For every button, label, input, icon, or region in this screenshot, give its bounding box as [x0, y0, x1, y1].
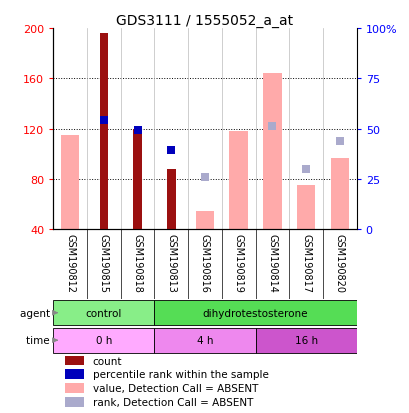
Bar [61, 135, 79, 230]
Text: count: count [92, 356, 122, 366]
Text: GSM190819: GSM190819 [233, 233, 243, 292]
Title: GDS3111 / 1555052_a_at: GDS3111 / 1555052_a_at [116, 14, 293, 28]
Text: GSM190813: GSM190813 [166, 233, 176, 292]
Bar [65, 383, 83, 393]
Bar [154, 301, 356, 325]
Bar [133, 129, 142, 230]
Bar [99, 34, 108, 230]
Bar [65, 369, 83, 379]
Text: GSM190817: GSM190817 [300, 233, 310, 292]
Bar [154, 328, 255, 353]
Text: dihydrotestosterone: dihydrotestosterone [202, 308, 308, 318]
Bar [53, 301, 154, 325]
Text: GSM190814: GSM190814 [267, 233, 277, 292]
Text: rank, Detection Call = ABSENT: rank, Detection Call = ABSENT [92, 397, 252, 407]
Text: 16 h: 16 h [294, 335, 317, 345]
Bar [65, 356, 83, 366]
Text: 0 h: 0 h [95, 335, 112, 345]
Text: agent: agent [20, 308, 53, 318]
Text: GSM190818: GSM190818 [132, 233, 142, 292]
Bar [167, 170, 175, 230]
Text: GSM190820: GSM190820 [334, 233, 344, 292]
Bar [330, 158, 348, 230]
Text: GSM190812: GSM190812 [65, 233, 75, 292]
Bar [229, 132, 247, 230]
Text: value, Detection Call = ABSENT: value, Detection Call = ABSENT [92, 383, 258, 393]
Text: control: control [85, 308, 122, 318]
Text: percentile rank within the sample: percentile rank within the sample [92, 369, 268, 379]
Bar [195, 211, 214, 230]
Bar [53, 328, 154, 353]
Bar [263, 74, 281, 230]
Bar [65, 397, 83, 407]
Bar [296, 186, 315, 230]
Bar [255, 328, 356, 353]
Text: 4 h: 4 h [196, 335, 213, 345]
Text: GSM190816: GSM190816 [200, 233, 209, 292]
Text: GSM190815: GSM190815 [99, 233, 109, 292]
Text: time: time [26, 335, 53, 345]
